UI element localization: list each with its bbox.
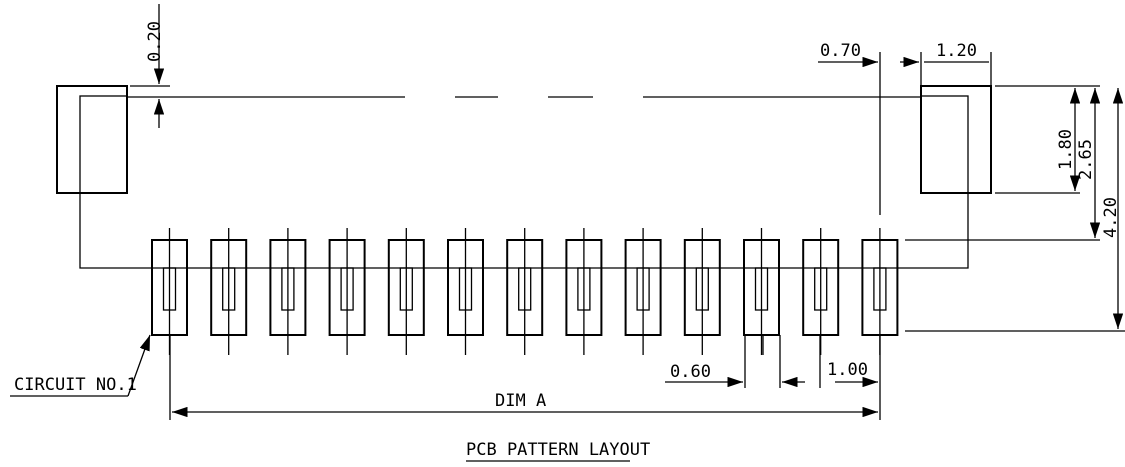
dim-pin-width-label: 0.60 <box>670 362 711 382</box>
dim-pad-gap-label: 0.70 <box>820 41 861 61</box>
dim-pin-size: 0.60 1.00 <box>665 335 881 388</box>
signal-pin-row <box>151 228 899 355</box>
dim-heights: 1.80 2.65 4.20 <box>905 85 1125 332</box>
body-outline <box>79 193 969 269</box>
dim-pad-width-label: 1.20 <box>936 41 977 61</box>
signal-pin <box>683 228 721 355</box>
signal-pin <box>743 228 780 355</box>
left-mounting-pad <box>56 85 128 194</box>
drawing-title-text: PCB PATTERN LAYOUT <box>466 440 650 460</box>
signal-pin <box>802 228 840 355</box>
dim-pin-pitch-label: 1.00 <box>827 360 868 380</box>
signal-pin <box>447 228 484 355</box>
signal-pin <box>624 228 662 355</box>
circuit-callout: CIRCUIT NO.1 <box>10 334 151 397</box>
signal-pin <box>210 228 248 355</box>
dim-top-gap-label: 0.20 <box>145 21 165 62</box>
signal-pin <box>328 228 366 355</box>
circuit-label: CIRCUIT NO.1 <box>14 375 137 395</box>
drawing-title: PCB PATTERN LAYOUT <box>466 440 650 462</box>
dim-a-label: DIM A <box>495 391 546 411</box>
signal-pin <box>506 228 544 355</box>
signal-pin <box>565 228 603 355</box>
signal-pin <box>269 228 307 355</box>
dim-pad-spacing: 0.70 1.20 <box>818 41 992 215</box>
dim-overall-large-label: 4.20 <box>1101 197 1121 238</box>
dim-overall-small-label: 2.65 <box>1076 139 1096 180</box>
dim-a: DIM A <box>169 335 881 420</box>
right-mounting-pad <box>920 85 992 194</box>
dim-pad-height-label: 1.80 <box>1056 129 1076 170</box>
dim-top-gap: 0.20 <box>130 4 170 128</box>
signal-pin <box>387 228 425 355</box>
